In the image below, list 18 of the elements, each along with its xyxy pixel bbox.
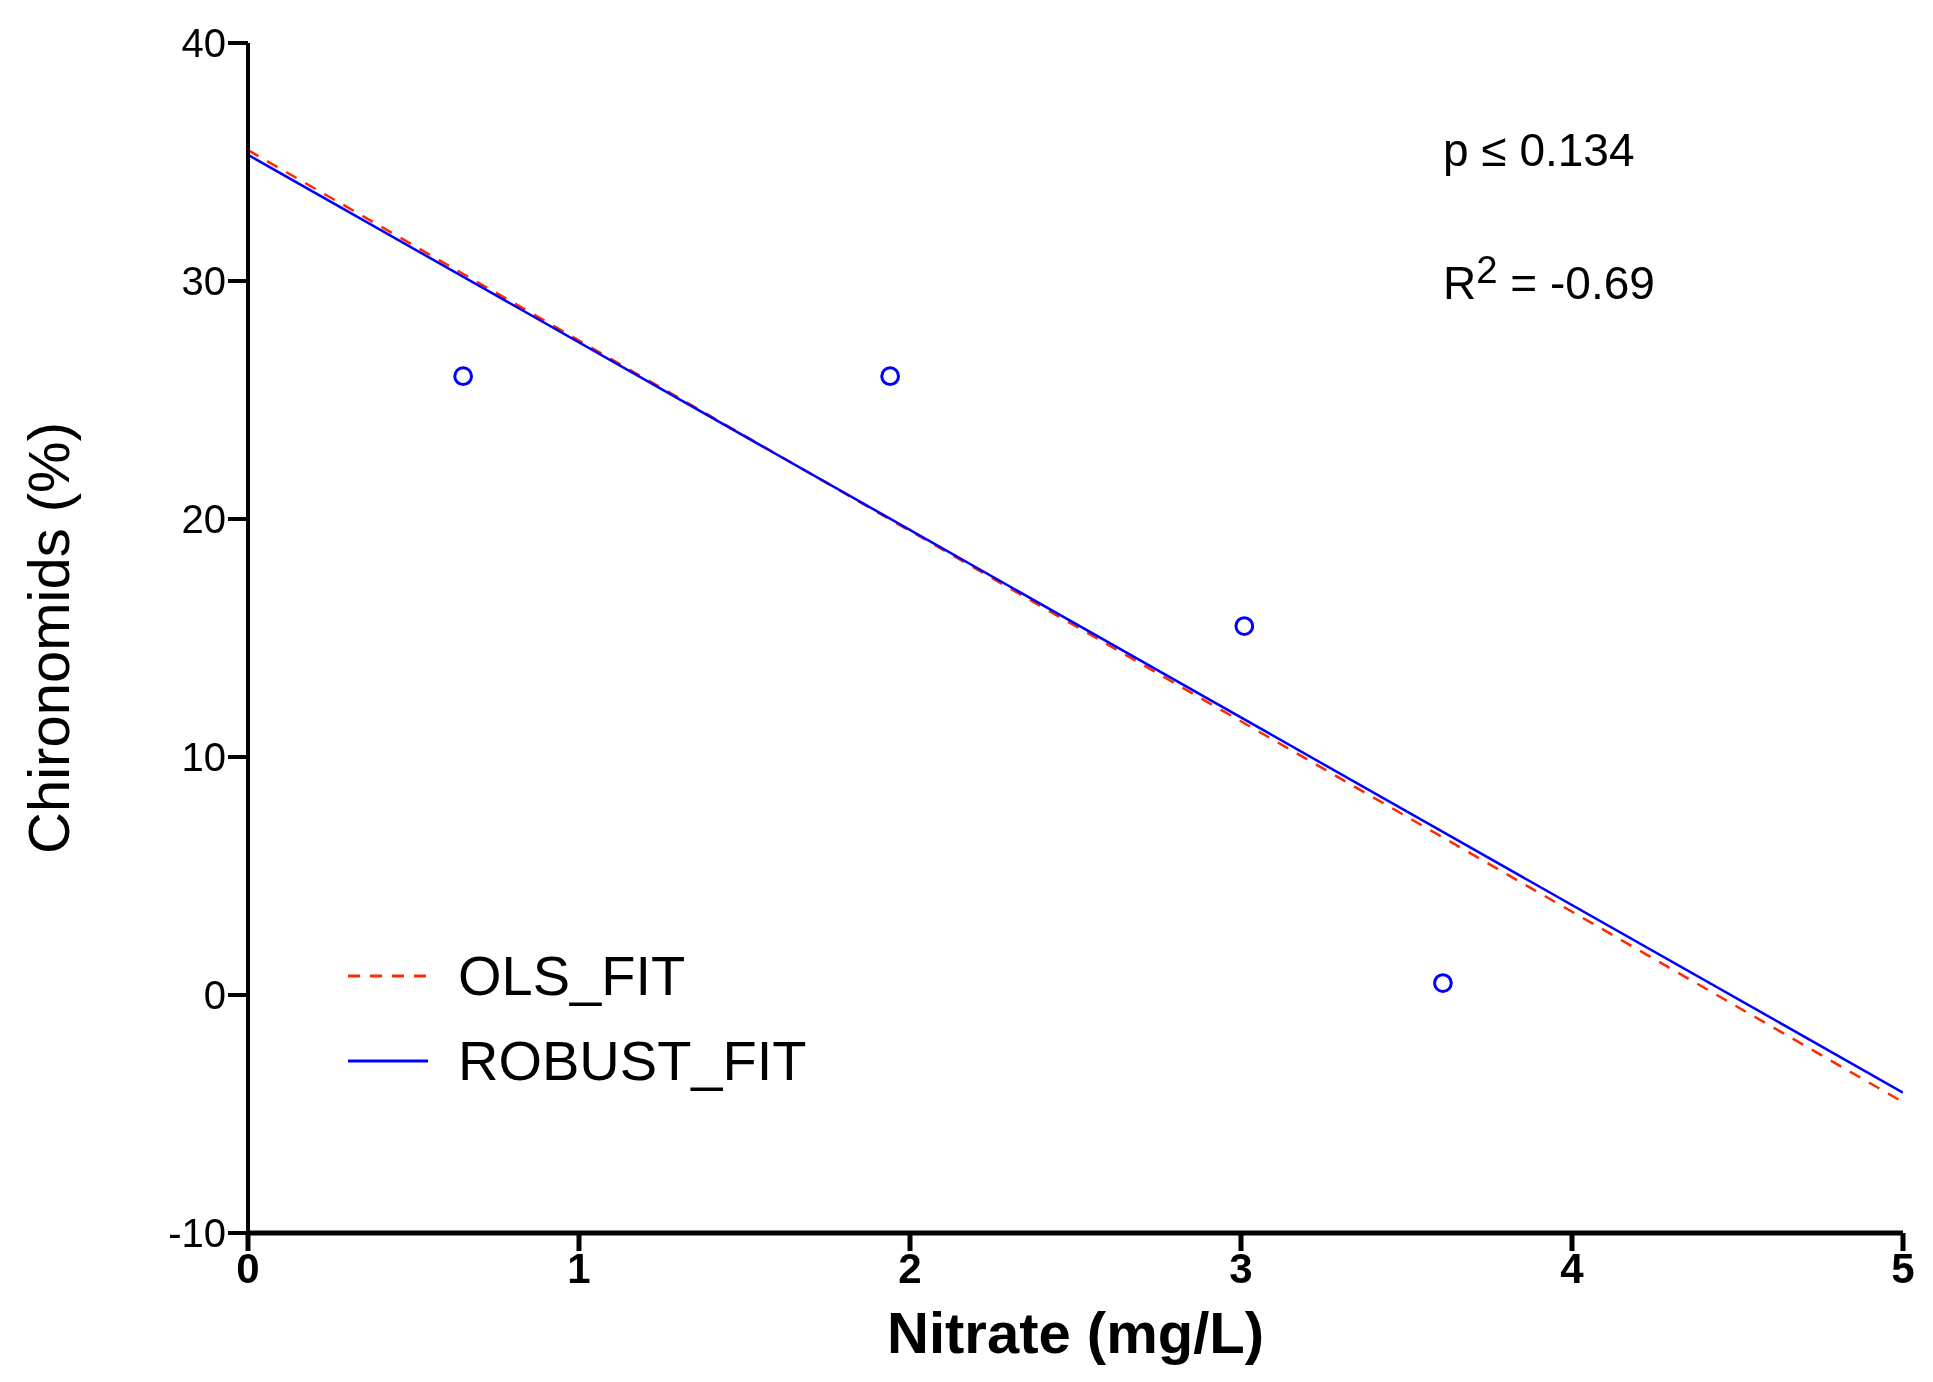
x-axis-title: Nitrate (mg/L)	[887, 1300, 1264, 1365]
y-tick-label: 20	[181, 497, 226, 542]
x-tick-label: 3	[1229, 1244, 1253, 1292]
x-tick-label: 0	[236, 1244, 260, 1292]
y-tick-label: 30	[181, 259, 226, 304]
y-tick-label: 10	[181, 735, 226, 780]
y-axis-title: Chironomids (%)	[15, 422, 81, 854]
x-tick-label: 4	[1560, 1244, 1585, 1292]
annotation: p ≤ 0.134	[1443, 123, 1635, 177]
x-tick-label: 5	[1891, 1244, 1915, 1292]
y-tick-label: -10	[168, 1211, 226, 1256]
y-tick-label: 0	[203, 973, 226, 1018]
x-tick-label: 2	[898, 1244, 922, 1292]
annotation: R$^{2}$ = -0.69	[1443, 248, 1655, 311]
y-tick-label: 40	[181, 21, 226, 66]
legend-label: OLS_FIT	[458, 943, 686, 1008]
legend-label: ROBUST_FIT	[458, 1028, 807, 1093]
x-tick-label: 1	[567, 1244, 591, 1292]
